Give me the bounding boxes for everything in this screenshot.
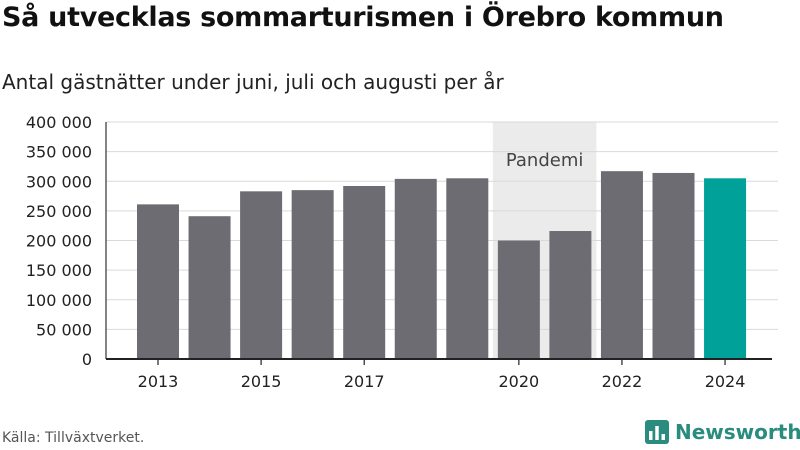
y-tick-label: 0: [82, 350, 92, 369]
annotation-label: Pandemi: [506, 150, 584, 171]
x-tick-label: 2013: [138, 372, 179, 391]
bar-2013: [137, 204, 179, 359]
x-tick-label: 2017: [344, 372, 385, 391]
y-tick-label: 150 000: [26, 261, 92, 280]
y-tick-label: 400 000: [26, 113, 92, 132]
brand-logo: Newsworthy: [645, 420, 800, 444]
bar-2021: [549, 231, 592, 359]
bar-2016: [291, 190, 334, 359]
y-tick-label: 50 000: [36, 320, 92, 339]
source-note: Källa: Tillväxtverket.: [2, 430, 145, 446]
y-tick-label: 300 000: [26, 172, 92, 191]
chart-title: Så utvecklas sommarturismen i Örebro kom…: [2, 2, 724, 33]
bar-2014: [188, 216, 231, 359]
bar-2018: [394, 178, 437, 359]
bar-2019: [446, 178, 489, 359]
y-tick-label: 100 000: [26, 291, 92, 310]
bar-chart: Pandemi 0 50 000 100 000 150 000 200 000 250 0…: [26, 113, 778, 391]
x-tick-label: 2020: [498, 372, 539, 391]
y-tick-label: 200 000: [26, 232, 92, 251]
bar-2024: [704, 178, 747, 359]
bar-2017: [343, 185, 386, 359]
x-tick-label: 2015: [241, 372, 282, 391]
y-tick-label: 250 000: [26, 202, 92, 221]
chart-subtitle: Antal gästnätter under juni, juli och au…: [2, 70, 504, 94]
bar-2023: [652, 172, 695, 359]
x-tick-label: 2022: [602, 372, 643, 391]
bar-chart-logo-icon: [645, 420, 669, 444]
x-tick-label: 2024: [705, 372, 746, 391]
brand-name: Newsworthy: [675, 420, 800, 444]
bar-2022: [600, 171, 643, 359]
bar-2015: [240, 191, 283, 359]
y-tick-label: 350 000: [26, 143, 92, 162]
bar-2020: [497, 240, 540, 359]
